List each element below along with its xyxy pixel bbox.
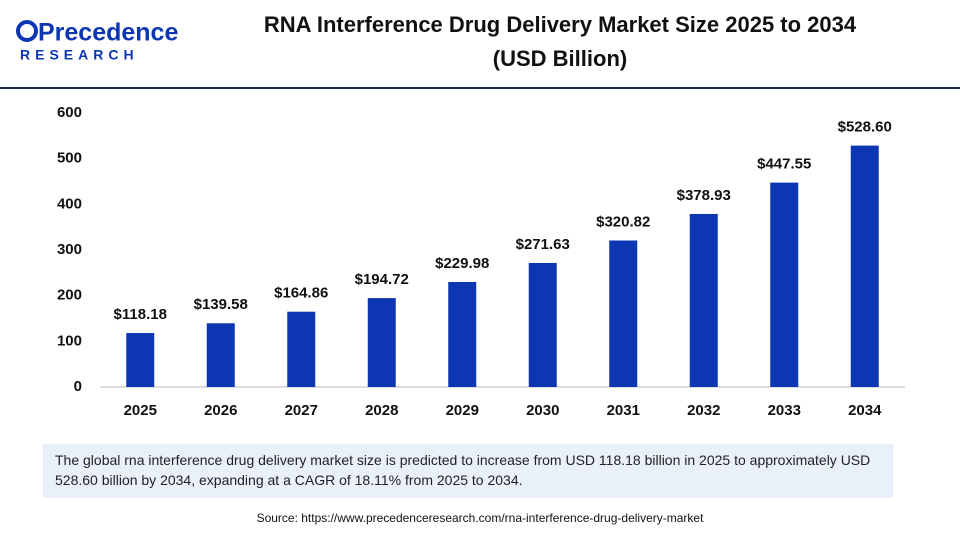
bar	[528, 262, 557, 387]
logo-tagline: RESEARCH	[20, 47, 139, 63]
x-tick-label: 2032	[687, 402, 720, 419]
y-tick-label: 300	[57, 241, 82, 258]
x-tick-label: 2031	[607, 402, 640, 419]
y-tick-label: 400	[57, 195, 82, 212]
value-label: $194.72	[355, 271, 409, 288]
x-tick-label: 2030	[526, 402, 559, 419]
x-tick-label: 2029	[446, 402, 479, 419]
description: The global rna interference drug deliver…	[43, 444, 893, 498]
x-tick-label: 2026	[204, 402, 237, 419]
bar	[367, 298, 396, 387]
value-label: $378.93	[677, 187, 731, 204]
bar	[287, 311, 316, 387]
x-tick-label: 2033	[768, 402, 801, 419]
y-tick-label: 200	[57, 287, 82, 304]
value-label: $528.60	[838, 119, 892, 136]
value-label: $118.18	[114, 306, 167, 323]
x-tick-label: 2027	[285, 402, 318, 419]
logo-name: Precedence	[38, 19, 178, 47]
chart-title: RNA Interference Drug Delivery Market Si…	[264, 12, 857, 37]
bar	[689, 213, 718, 387]
source: Source: https://www.precedenceresearch.c…	[257, 511, 705, 525]
bar	[609, 240, 638, 387]
chart-subtitle: (USD Billion)	[493, 46, 627, 71]
y-tick-label: 100	[57, 332, 82, 349]
x-tick-label: 2028	[365, 402, 398, 419]
logo-mark	[16, 20, 38, 42]
value-label: $164.86	[274, 285, 328, 302]
y-tick-label: 600	[57, 104, 82, 121]
y-tick-label: 0	[74, 378, 82, 395]
value-label: $320.82	[596, 213, 650, 230]
value-label: $229.98	[435, 255, 489, 272]
bar	[206, 323, 235, 387]
x-tick-label: 2025	[124, 402, 157, 419]
bar	[850, 145, 879, 387]
value-label: $139.58	[194, 296, 248, 313]
x-tick-label: 2034	[848, 402, 882, 419]
bar	[448, 281, 477, 387]
bar	[126, 333, 155, 387]
value-label: $447.55	[757, 156, 811, 173]
value-label: $271.63	[516, 236, 570, 253]
bar	[770, 182, 799, 387]
y-tick-label: 500	[57, 150, 82, 167]
